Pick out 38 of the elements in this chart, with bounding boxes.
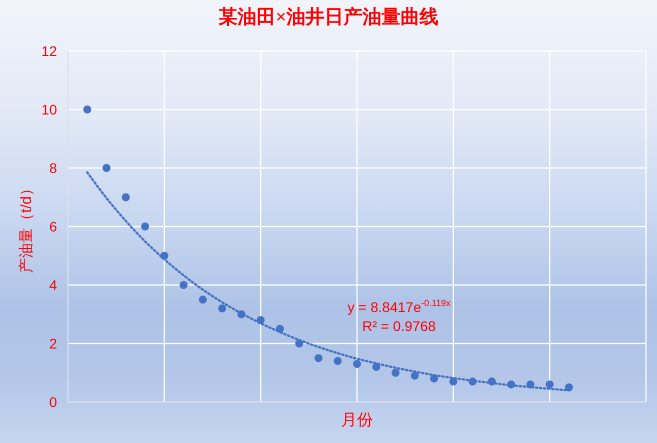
point: [122, 193, 130, 202]
point: [180, 281, 188, 289]
point: [468, 378, 477, 386]
point: [392, 368, 400, 377]
point: [526, 380, 534, 388]
annotation: y = 8.8417e$^{-0.119x}$: [348, 298, 450, 317]
point: [410, 372, 419, 380]
annotation: R² = 0.9768: [361, 317, 437, 336]
y-tick-label: 8: [49, 160, 58, 176]
point: [160, 252, 168, 260]
x-axis-title: 月份: [341, 411, 373, 431]
point: [564, 383, 573, 392]
point: [256, 316, 265, 324]
point: [372, 362, 380, 371]
point: [449, 378, 458, 386]
point: [141, 222, 150, 230]
point: [546, 380, 554, 388]
point: [218, 304, 226, 312]
y-tick-label: 10: [41, 101, 58, 118]
point: [276, 324, 284, 333]
point: [314, 354, 322, 362]
point: [83, 106, 92, 114]
point: [334, 357, 342, 366]
y-tick-label: 12: [41, 42, 58, 59]
y-axis-title: 产油量（t/d）: [18, 180, 36, 272]
point: [488, 378, 496, 386]
chart-title: 某油田×油井日产油量曲线: [218, 6, 440, 30]
point: [237, 310, 246, 318]
y-tick-label: 0: [49, 394, 58, 410]
point: [102, 164, 111, 172]
y-tick-label: 6: [49, 218, 58, 234]
point: [507, 380, 516, 388]
point: [430, 374, 438, 383]
point: [295, 340, 304, 348]
y-tick-label: 4: [49, 276, 58, 293]
point: [198, 296, 207, 304]
y-tick-label: 2: [49, 335, 58, 352]
point: [353, 360, 361, 368]
